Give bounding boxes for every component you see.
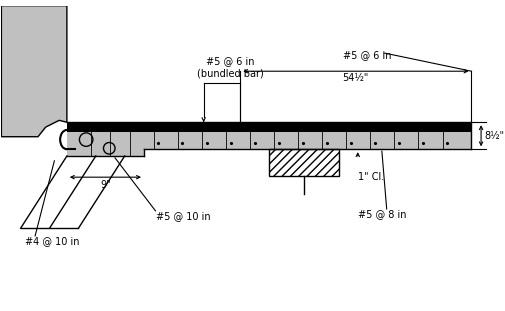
Text: #5 @ 10 in: #5 @ 10 in [156,211,210,221]
Text: #5 @ 6 in
(bundled bar): #5 @ 6 in (bundled bar) [197,57,264,78]
Text: #5 @ 8 in: #5 @ 8 in [358,209,407,219]
Text: 1" Cl.: 1" Cl. [358,172,384,182]
Bar [269,149,338,176]
Text: #5 @ 6 in: #5 @ 6 in [343,50,392,60]
Polygon shape [2,6,67,137]
Polygon shape [67,122,472,132]
Text: 54½": 54½" [343,73,369,83]
Text: 8½": 8½" [484,131,504,141]
Polygon shape [67,122,144,156]
Polygon shape [144,122,472,149]
Text: #4 @ 10 in: #4 @ 10 in [25,236,80,246]
Text: 9": 9" [100,180,111,190]
Text: 2½" Cl.: 2½" Cl. [174,124,210,134]
